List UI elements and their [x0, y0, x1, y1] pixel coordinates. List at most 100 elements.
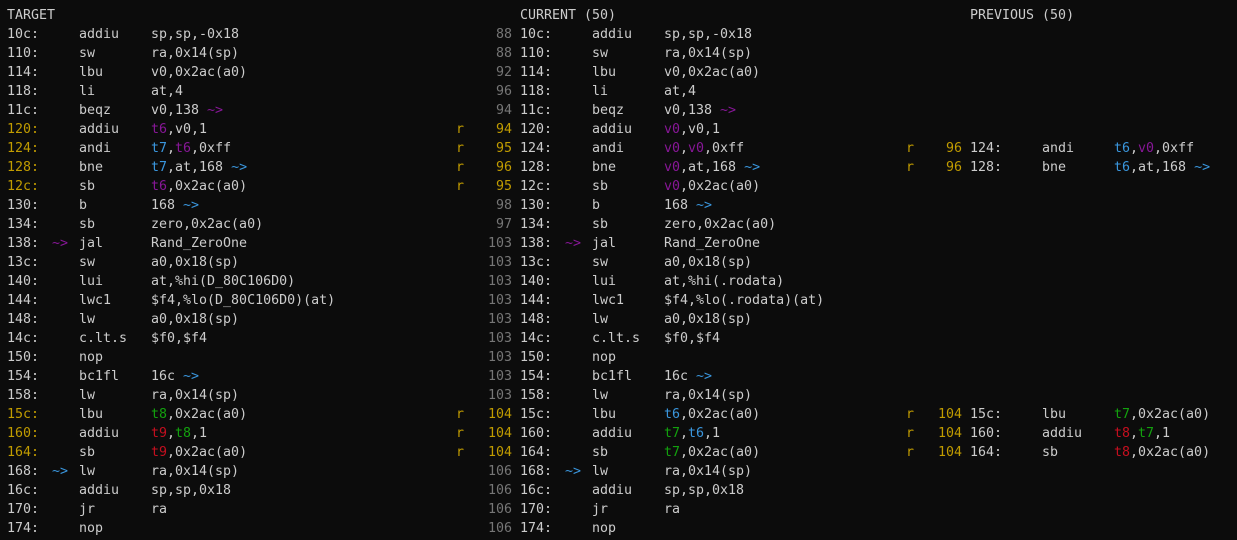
changed-register: t6 — [1114, 141, 1131, 156]
current-operands: ra,0x14(sp) — [664, 462, 752, 481]
operand-text: v0,0x2ac(a0) — [664, 65, 761, 80]
target-mnemonic: nop — [79, 350, 104, 365]
operand-text: $f4,%lo(.rodata)(at) — [664, 293, 825, 308]
diff-row: 14c: c.lt.s $f0,$f4 103 14c: c.lt.s $f0,$f4 — [0, 329, 1237, 348]
changed-register: t9 — [151, 426, 168, 441]
current-address: 124: — [520, 141, 553, 156]
changed-register: t6 — [151, 179, 168, 194]
diff-row: 16c: addiu sp,sp,0x18 106 16c: addiu sp,sp,0x1… — [0, 481, 1237, 500]
operand-text: ,0x2ac(a0) — [680, 445, 761, 460]
previous-operands: t8,t7,1 — [1114, 424, 1170, 443]
operand-text: a0,0x18(sp) — [664, 255, 753, 270]
current-line-number: 104 — [487, 445, 512, 460]
previous-header: PREVIOUS (50) — [970, 8, 1075, 23]
operand-text: sp,sp,0x18 — [151, 483, 232, 498]
current-line-number: 106 — [487, 502, 512, 517]
diff-row: 170: jr ra 106 170: jr ra — [0, 500, 1237, 519]
operand-text: ,0x2ac(a0) — [1130, 445, 1211, 460]
current-address: 140: — [520, 274, 553, 289]
operand-text: ra,0x14(sp) — [664, 464, 753, 479]
target-operands: a0,0x18(sp) — [151, 310, 239, 329]
diff-row: 138: ~> jal Rand_ZeroOne 103 138: ~> jal Rand_Ze… — [0, 234, 1237, 253]
current-address: 144: — [520, 293, 553, 308]
diff-row: 15c: lbu t8,0x2ac(a0) r 104 15c: lbu t6,0x2ac(a… — [0, 405, 1237, 424]
current-mnemonic: sw — [592, 255, 609, 270]
current-mnemonic: lw — [592, 464, 609, 479]
diff-row: 130: b 168 ~> 98 130: b 168 ~> — [0, 196, 1237, 215]
branch-arrow-icon: ~> — [696, 198, 713, 213]
operand-text: at,4 — [151, 84, 184, 99]
target-branch-target-arrow-icon: ~> — [52, 464, 69, 479]
current-address: 160: — [520, 426, 553, 441]
target-operands: sp,sp,0x18 — [151, 481, 231, 500]
target-mnemonic: lui — [79, 274, 104, 289]
current-mnemonic: addiu — [592, 483, 633, 498]
current-operands: v0,138 ~> — [664, 101, 736, 120]
diff-row: 13c: sw a0,0x18(sp) 103 13c: sw a0,0x18(sp) — [0, 253, 1237, 272]
target-address: 13c: — [7, 255, 40, 270]
current-operands: sp,sp,0x18 — [664, 481, 744, 500]
operand-text: zero,0x2ac(a0) — [664, 217, 777, 232]
operand-text: ra — [151, 502, 168, 517]
current-operands: at,%hi(.rodata) — [664, 272, 784, 291]
previous-diff-flag: r — [906, 445, 915, 460]
previous-operands: t8,0x2ac(a0) — [1114, 443, 1210, 462]
target-operands: ra,0x14(sp) — [151, 386, 239, 405]
diff-row: 12c: sb t6,0x2ac(a0) r 95 12c: sb v0,0x2ac(a0) — [0, 177, 1237, 196]
changed-register: t7 — [664, 426, 681, 441]
diff-row: 124: andi t7,t6,0xff r 95 124: andi v0,v0,0xff r… — [0, 139, 1237, 158]
current-operands: v0,at,168 ~> — [664, 158, 760, 177]
operand-text: , — [167, 141, 176, 156]
target-mnemonic: lbu — [79, 65, 104, 80]
branch-arrow-icon: ~> — [696, 369, 713, 384]
previous-mnemonic: addiu — [1042, 426, 1083, 441]
diff-row: 160: addiu t9,t8,1 r 104 160: addiu t7,t6,1 r 104… — [0, 424, 1237, 443]
diff-row: 168: ~> lw ra,0x14(sp) 106 168: ~> lw ra,0x14(sp… — [0, 462, 1237, 481]
current-address: 170: — [520, 502, 553, 517]
operand-text: , — [680, 426, 689, 441]
operand-text: v0,138 — [151, 103, 208, 118]
diff-row: 11c: beqz v0,138 ~> 94 11c: beqz v0,138 ~> — [0, 101, 1237, 120]
operand-text: 168 — [664, 198, 697, 213]
branch-arrow-icon: ~> — [183, 198, 200, 213]
target-mnemonic: sb — [79, 217, 96, 232]
target-operands: t6,v0,1 — [151, 120, 207, 139]
current-line-number: 103 — [487, 350, 512, 365]
current-address: 16c: — [520, 483, 553, 498]
target-mnemonic: beqz — [79, 103, 112, 118]
changed-register: t8 — [1114, 445, 1131, 460]
target-address: 10c: — [7, 27, 40, 42]
current-mnemonic: nop — [592, 350, 617, 365]
current-line-number: 106 — [487, 521, 512, 536]
target-address: 150: — [7, 350, 40, 365]
changed-register: t7 — [1138, 426, 1155, 441]
current-diff-flag: r — [456, 407, 465, 422]
target-operands: t9,0x2ac(a0) — [151, 443, 247, 462]
changed-register: v0 — [664, 160, 681, 175]
target-operands: ra,0x14(sp) — [151, 462, 239, 481]
changed-register: t8 — [175, 426, 192, 441]
previous-diff-flag: r — [906, 426, 915, 441]
current-address: 12c: — [520, 179, 553, 194]
branch-arrow-icon: ~> — [1194, 160, 1211, 175]
diff-row: 134: sb zero,0x2ac(a0) 97 134: sb zero,0x2ac(a… — [0, 215, 1237, 234]
previous-address: 15c: — [970, 407, 1003, 422]
current-mnemonic: sb — [592, 179, 609, 194]
operand-text: sp,sp,-0x18 — [151, 27, 240, 42]
operand-text: Rand_ZeroOne — [664, 236, 761, 251]
previous-address: 128: — [970, 160, 1003, 175]
target-operands: 16c ~> — [151, 367, 199, 386]
current-address: 14c: — [520, 331, 553, 346]
target-mnemonic: lwc1 — [79, 293, 112, 308]
current-line-number: 97 — [495, 217, 512, 232]
current-address: 10c: — [520, 27, 553, 42]
changed-register: t7 — [664, 445, 681, 460]
current-operands: 168 ~> — [664, 196, 712, 215]
target-address: 11c: — [7, 103, 40, 118]
target-address: 114: — [7, 65, 40, 80]
current-address: 148: — [520, 312, 553, 327]
operand-text: ,0xff — [704, 141, 745, 156]
current-mnemonic: b — [592, 198, 601, 213]
operand-text: , — [1130, 141, 1139, 156]
target-mnemonic: li — [79, 84, 96, 99]
